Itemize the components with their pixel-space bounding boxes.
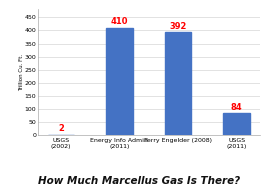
Text: How Much Marcellus Gas Is There?: How Much Marcellus Gas Is There? xyxy=(38,176,240,186)
Text: 2: 2 xyxy=(58,124,64,133)
Text: 84: 84 xyxy=(231,103,243,112)
Bar xyxy=(106,28,133,135)
Bar xyxy=(165,33,191,135)
Y-axis label: Trillion Cu. Ft.: Trillion Cu. Ft. xyxy=(19,54,24,91)
Bar xyxy=(224,113,250,135)
Text: 392: 392 xyxy=(169,22,187,31)
Text: 410: 410 xyxy=(111,17,128,26)
